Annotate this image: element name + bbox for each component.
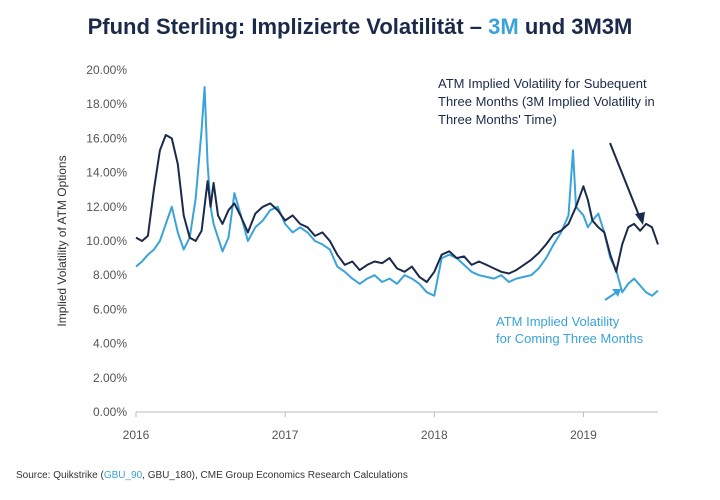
annotation-arrowhead-light (612, 289, 621, 297)
source-suffix: , GBU_180), CME Group Economics Research… (142, 470, 408, 481)
y-tick-label: 0.00% (93, 405, 127, 419)
y-tick-label: 8.00% (93, 268, 127, 282)
title-suffix: und 3M3M (518, 14, 633, 39)
annotation-line: ATM Implied Volatility for Subequent (438, 76, 647, 91)
annotation-3m: ATM Implied Volatility for Coming Three M… (496, 314, 644, 346)
source-note: Source: Quikstrike (GBU_90, GBU_180), CM… (16, 470, 408, 481)
y-axis-label: Implied Volatility of ATM Options (55, 155, 69, 326)
y-tick-label: 6.00% (93, 302, 127, 316)
y-tick-label: 10.00% (86, 234, 127, 248)
y-tick-label: 16.00% (86, 131, 127, 145)
annotation-line: Three Months' Time) (438, 112, 557, 127)
annotation-3m3m: ATM Implied Volatility for Subequent Thre… (438, 76, 655, 127)
x-tick-label: 2017 (272, 428, 299, 442)
annotation-line: for Coming Three Months (496, 331, 644, 346)
y-tick-label: 18.00% (86, 97, 127, 111)
title-highlight: 3M (488, 14, 519, 39)
series-line-3m3m (135, 134, 659, 283)
y-tick-label: 4.00% (93, 337, 127, 351)
title-prefix: Pfund Sterling: Implizierte Volatilität … (87, 14, 489, 39)
source-prefix: Source: Quikstrike ( (16, 470, 104, 481)
annotation-arrow-dark (609, 142, 641, 219)
series-layer (135, 86, 659, 297)
chart-title: Pfund Sterling: Implizierte Volatilität … (0, 14, 720, 40)
annotation-line: ATM Implied Volatility (496, 314, 620, 329)
annotation-arrow-light (604, 291, 618, 301)
x-axis-ticks: 2016 2017 2018 2019 (123, 412, 597, 442)
series-line-3m (135, 86, 659, 297)
x-tick-label: 2019 (570, 428, 597, 442)
y-tick-label: 12.00% (86, 200, 127, 214)
y-tick-label: 20.00% (86, 63, 127, 77)
y-axis-ticks: 0.00% 2.00% 4.00% 6.00% 8.00% 10.00% 12.00% 14.… (86, 63, 127, 419)
annotation-line: Three Months (3M Implied Volatility in (438, 94, 655, 109)
y-tick-label: 14.00% (86, 166, 127, 180)
x-tick-label: 2016 (123, 428, 150, 442)
source-highlight: GBU_90 (103, 470, 143, 481)
annotation-arrowhead-dark (635, 212, 645, 225)
x-tick-label: 2018 (421, 428, 448, 442)
y-tick-label: 2.00% (93, 371, 127, 385)
